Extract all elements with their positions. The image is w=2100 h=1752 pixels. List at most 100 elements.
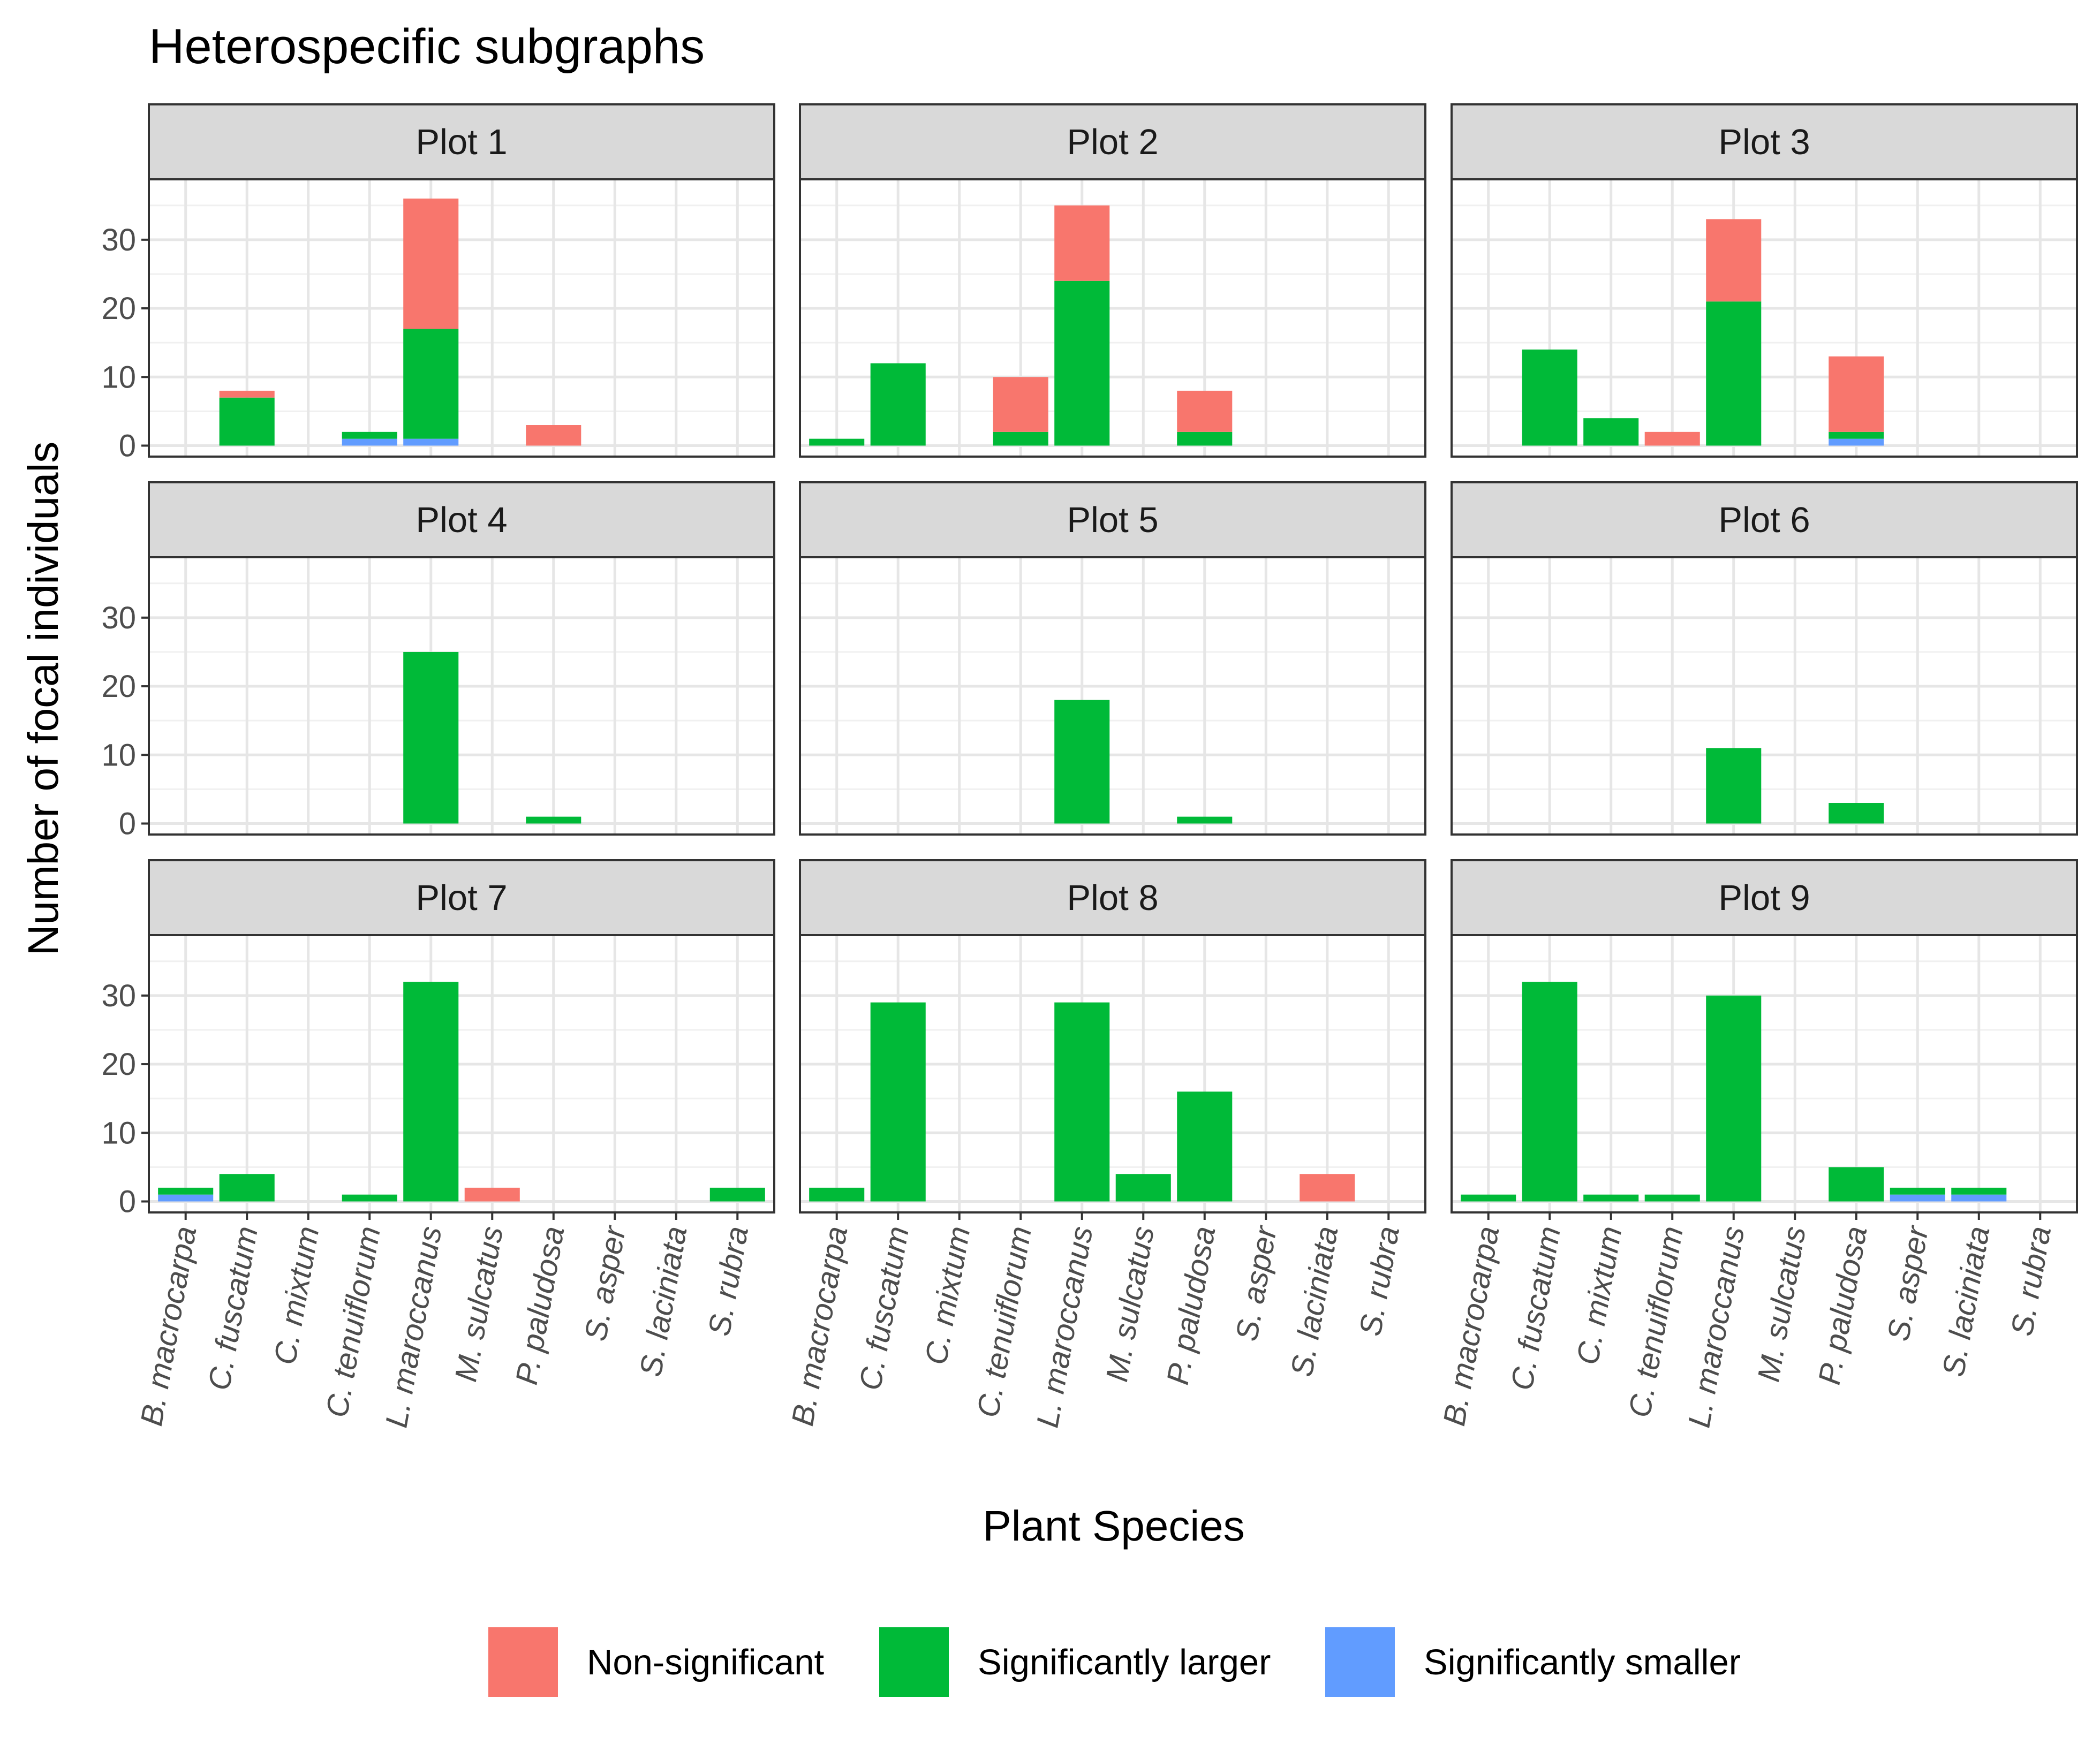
panel-border [799, 178, 1426, 458]
facet-panel: Plot 2 [799, 103, 1426, 458]
bar-segment [1706, 219, 1762, 302]
bar-segment [1054, 1002, 1110, 1202]
legend-label: Significantly smaller [1424, 1642, 1741, 1682]
facet-panel: Plot 5 [799, 481, 1426, 836]
bar-segment [1890, 1194, 1945, 1202]
legend-label: Non-significant [587, 1642, 825, 1682]
bar-segment [342, 1194, 397, 1202]
bar-segment [993, 431, 1048, 446]
bar-segment [809, 1187, 865, 1202]
facet-strip [1451, 103, 2078, 180]
bar-segment [1890, 1187, 1945, 1195]
facet-strip-label: Plot 2 [1067, 122, 1158, 162]
legend-key [879, 1627, 949, 1697]
bar-segment [1177, 390, 1233, 432]
bar-segment [1054, 700, 1110, 824]
panel-border [148, 934, 775, 1213]
panel-border [148, 556, 775, 836]
bar-segment [1829, 438, 1884, 446]
facet-strip [148, 103, 775, 180]
y-tick-label: 30 [101, 223, 136, 257]
bar-segment [1583, 418, 1639, 446]
bar-segment [1522, 349, 1577, 446]
facet-strip-label: Plot 3 [1718, 122, 1810, 162]
bar-segment [1829, 356, 1884, 432]
facet-strip [799, 103, 1426, 180]
legend: Non-significant Significantly larger Signi… [488, 1627, 1741, 1697]
bar-segment [1706, 301, 1762, 446]
facet-strip-label: Plot 4 [416, 500, 507, 540]
bar-segment [342, 438, 397, 446]
facet-strip-label: Plot 9 [1718, 878, 1810, 918]
panel-border [1451, 556, 2078, 836]
panel-border [799, 556, 1426, 836]
bar-segment [158, 1187, 214, 1195]
bar-segment [1829, 431, 1884, 439]
panel-background [800, 557, 1425, 835]
bar-segment [403, 651, 459, 824]
bar-segment [403, 438, 459, 446]
facet-strip-label: Plot 1 [416, 122, 507, 162]
facet-panel: Plot 4 0 10 20 30 [101, 481, 775, 841]
bar-segment [809, 438, 865, 446]
facet-strip [148, 481, 775, 558]
y-tick-label: 0 [119, 806, 136, 841]
facet-strip [1451, 859, 2078, 936]
facet-strip [799, 859, 1426, 936]
bar-segment [1951, 1187, 2007, 1195]
bar-segment [1829, 803, 1884, 824]
bar-segment [219, 390, 275, 398]
bar-segment [870, 1002, 926, 1202]
y-axis-title: Number of focal individuals [19, 442, 67, 955]
facet-panel: Plot 6 [1451, 481, 2078, 836]
panel-background [149, 557, 774, 835]
bar-segment [158, 1194, 214, 1202]
y-tick-label: 30 [101, 979, 136, 1013]
bar-segment [526, 425, 581, 446]
bar-segment [219, 1174, 275, 1202]
facet-panel: Plot 3 [1451, 103, 2078, 458]
panel-border [1451, 178, 2078, 458]
panel-background [149, 935, 774, 1212]
bar-segment [464, 1187, 520, 1202]
bar-segment [1644, 1194, 1700, 1202]
bar-segment [1177, 1091, 1233, 1202]
bar-segment [403, 982, 459, 1202]
y-tick-label: 10 [101, 738, 136, 772]
legend-key [1325, 1627, 1395, 1697]
y-tick-label: 10 [101, 360, 136, 395]
panel-border [1451, 934, 2078, 1213]
y-tick-label: 20 [101, 669, 136, 704]
bar-segment [1054, 280, 1110, 446]
chart-title: Heterospecific subgraphs [149, 19, 705, 74]
y-tick-label: 0 [119, 1184, 136, 1219]
y-tick-label: 10 [101, 1116, 136, 1150]
bar-segment [1300, 1174, 1355, 1202]
bar-segment [1054, 205, 1110, 281]
legend-label: Significantly larger [978, 1642, 1271, 1682]
facet-strip-label: Plot 6 [1718, 500, 1810, 540]
bar-segment [709, 1187, 765, 1202]
bar-segment [403, 329, 459, 439]
bar-segment [1583, 1194, 1639, 1202]
bar-segment [1706, 995, 1762, 1202]
bar-segment [342, 431, 397, 439]
panel-background [1452, 557, 2077, 835]
panel-border [148, 178, 775, 458]
bar-segment [870, 363, 926, 446]
bar-segment [993, 377, 1048, 432]
facet-strip-label: Plot 5 [1067, 500, 1158, 540]
facet-panel: Plot 1 0 10 20 30 [101, 103, 775, 463]
facet-strip-label: Plot 7 [416, 878, 507, 918]
y-tick-label: 20 [101, 291, 136, 326]
bar-segment [403, 198, 459, 329]
panel-border [799, 934, 1426, 1213]
y-tick-label: 0 [119, 428, 136, 463]
legend-key [488, 1627, 558, 1697]
bar-segment [1644, 431, 1700, 446]
x-axis-title: Plant Species [983, 1502, 1244, 1550]
facet-strip-label: Plot 8 [1067, 878, 1158, 918]
bar-segment [1177, 816, 1233, 824]
bar-segment [1461, 1194, 1516, 1202]
